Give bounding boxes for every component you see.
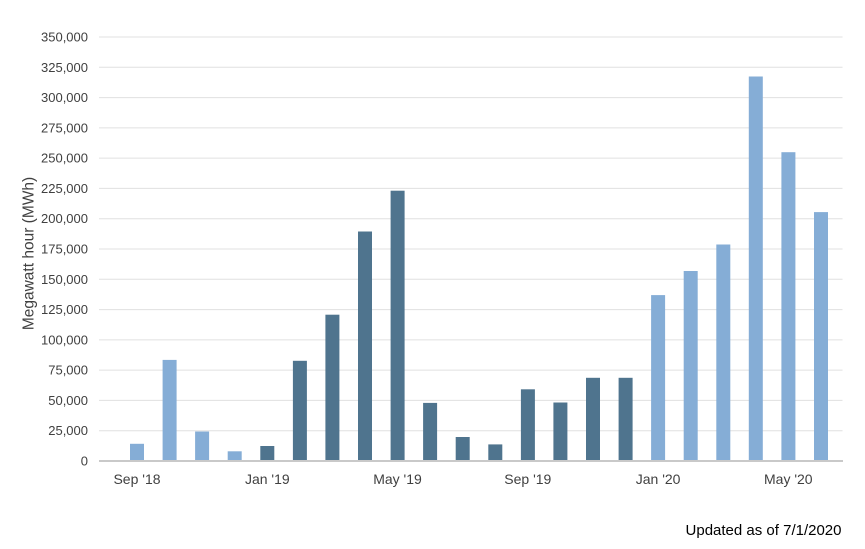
svg-text:Jan '20: Jan '20	[636, 471, 681, 487]
svg-text:150,000: 150,000	[41, 272, 88, 287]
svg-text:Updated as of 7/1/2020: Updated as of 7/1/2020	[686, 522, 842, 539]
svg-text:225,000: 225,000	[41, 181, 88, 196]
svg-text:125,000: 125,000	[41, 302, 88, 317]
svg-text:0: 0	[81, 454, 88, 469]
svg-text:175,000: 175,000	[41, 242, 88, 257]
svg-text:300,000: 300,000	[41, 90, 88, 105]
svg-text:Sep '19: Sep '19	[504, 471, 551, 487]
svg-text:25,000: 25,000	[48, 423, 88, 438]
svg-text:100,000: 100,000	[41, 332, 88, 347]
svg-text:75,000: 75,000	[48, 363, 88, 378]
svg-text:May '19: May '19	[373, 471, 422, 487]
svg-text:Jan '19: Jan '19	[245, 471, 290, 487]
svg-text:Megawatt hour (MWh): Megawatt hour (MWh)	[21, 177, 38, 330]
svg-text:May '20: May '20	[764, 471, 813, 487]
svg-text:275,000: 275,000	[41, 120, 88, 135]
svg-text:325,000: 325,000	[41, 60, 88, 75]
svg-text:Sep '18: Sep '18	[113, 471, 160, 487]
svg-text:350,000: 350,000	[41, 30, 88, 45]
svg-text:50,000: 50,000	[48, 393, 88, 408]
svg-text:250,000: 250,000	[41, 151, 88, 166]
svg-text:200,000: 200,000	[41, 211, 88, 226]
